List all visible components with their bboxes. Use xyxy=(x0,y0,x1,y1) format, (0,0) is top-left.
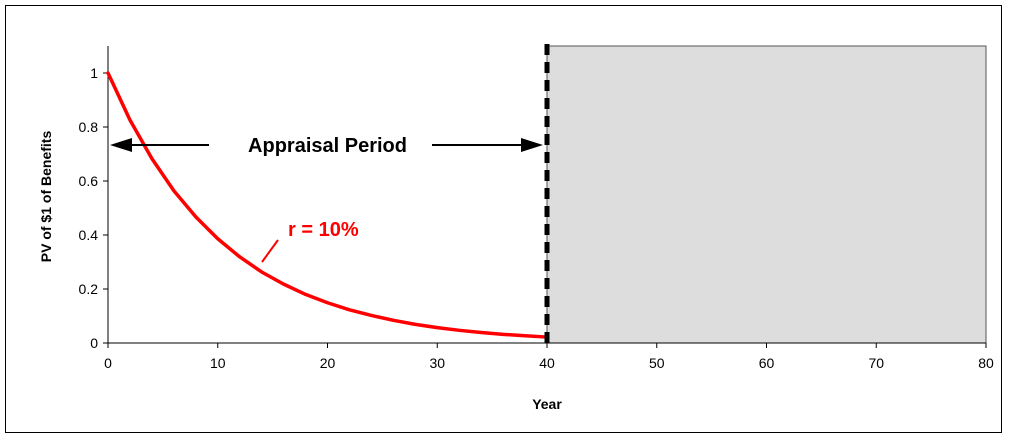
arrow-left-head xyxy=(110,138,132,152)
x-tick-label-0: 0 xyxy=(104,355,112,371)
annotation-layer: Appraisal Period r = 10% xyxy=(110,135,543,263)
chart-svg: 0 10 20 30 40 50 60 70 80 0 0.2 0.4 0.6 0.8 1 Appraisa… xyxy=(38,44,994,412)
y-tick-label-0: 0 xyxy=(90,335,98,351)
axes: 0 10 20 30 40 50 60 70 80 0 0.2 0.4 0.6 0.8 1 xyxy=(79,46,994,371)
y-tick-label-1: 0.2 xyxy=(79,281,99,297)
series-layer xyxy=(106,44,550,343)
arrow-right-head xyxy=(521,138,543,152)
y-tick-label-3: 0.6 xyxy=(79,173,99,189)
x-tick-label-4: 40 xyxy=(539,355,555,371)
series-line-0 xyxy=(106,71,549,339)
plot-background xyxy=(546,45,987,344)
y-tick-label-5: 1 xyxy=(90,65,98,81)
y-tick-label-4: 0.8 xyxy=(79,119,99,135)
shaded-region xyxy=(546,45,987,344)
x-tick-label-2: 20 xyxy=(320,355,336,371)
x-tick-label-3: 30 xyxy=(429,355,445,371)
x-tick-label-8: 80 xyxy=(978,355,994,371)
y-tick-label-2: 0.4 xyxy=(79,227,99,243)
y-axis-title: PV of $1 of Benefits xyxy=(38,131,54,263)
x-tick-label-5: 50 xyxy=(649,355,665,371)
x-axis-title: Year xyxy=(532,396,562,412)
x-tick-label-6: 60 xyxy=(759,355,775,371)
appraisal-period-label: Appraisal Period xyxy=(248,135,407,157)
rate-label-pointer xyxy=(261,239,279,263)
x-tick-label-7: 70 xyxy=(868,355,884,371)
chart-frame: 0 10 20 30 40 50 60 70 80 0 0.2 0.4 0.6 0.8 1 Appraisa… xyxy=(5,5,1002,433)
x-tick-label-1: 10 xyxy=(210,355,226,371)
rate-label: r = 10% xyxy=(288,219,359,241)
